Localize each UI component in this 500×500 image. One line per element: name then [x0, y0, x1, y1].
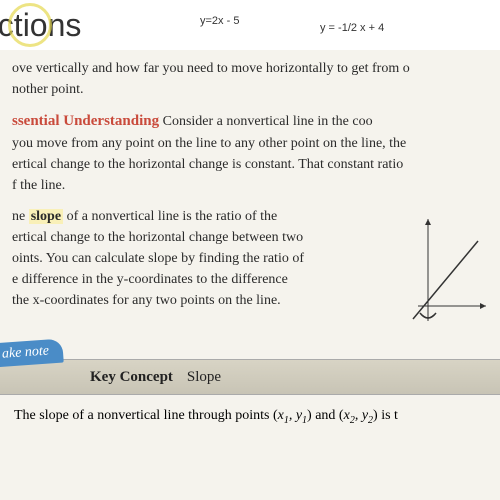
def-mid: ) and (	[307, 408, 344, 423]
essential-text-1: Consider a nonvertical line in the coo	[159, 114, 372, 129]
intro-line-2: nother point.	[12, 82, 84, 97]
header-bar: nctions y=2x - 5 y = -1/2 x + 4	[0, 0, 500, 50]
graph-svg	[408, 211, 488, 331]
equation-1: y=2x - 5	[200, 15, 239, 27]
essential-line-2: you move from any point on the line to a…	[12, 136, 406, 151]
coordinate-graph	[408, 211, 488, 331]
take-note-badge: ake note	[0, 338, 64, 367]
annotation-circle	[8, 3, 52, 47]
equation-2: y = -1/2 x + 4	[320, 22, 384, 34]
key-concept-container: ake note Key Concept Slope	[0, 359, 500, 395]
key-concept-topic: Slope	[187, 369, 221, 385]
key-concept-bar: Key Concept Slope	[0, 359, 500, 395]
point-1: x1, y1	[278, 408, 307, 423]
essential-understanding-title: ssential Understanding	[12, 113, 159, 129]
slope-section: ne slope of a nonvertical line is the ra…	[12, 206, 488, 331]
essential-line-3: ertical change to the horizontal change …	[12, 157, 403, 172]
slope-text-1: of a nonvertical line is the ratio of th…	[63, 209, 277, 224]
slope-line-4: e difference in the y-coordinates to the…	[12, 272, 288, 287]
slope-prefix: ne	[12, 209, 29, 224]
slope-line-5: the x-coordinates for any two points on …	[12, 293, 281, 308]
slope-paragraph: ne slope of a nonvertical line is the ra…	[12, 206, 400, 321]
slope-definition-paragraph: The slope of a nonvertical line through …	[0, 395, 500, 438]
intro-line-1: ove vertically and how far you need to m…	[12, 61, 410, 76]
essential-understanding-paragraph: ssential Understanding Consider a nonver…	[12, 110, 488, 196]
point-2: x2, y2	[344, 408, 373, 423]
slope-term-highlight: slope	[29, 209, 63, 224]
key-concept-label: Key Concept	[90, 369, 173, 385]
intro-paragraph: ove vertically and how far you need to m…	[12, 58, 488, 100]
essential-line-4: f the line.	[12, 178, 65, 193]
textbook-content: ove vertically and how far you need to m…	[0, 50, 500, 331]
slope-line-2: ertical change to the horizontal change …	[12, 230, 303, 245]
def-start: The slope of a nonvertical line through …	[14, 408, 278, 423]
def-end: ) is t	[373, 408, 398, 423]
slope-line-3: oints. You can calculate slope by findin…	[12, 251, 304, 266]
